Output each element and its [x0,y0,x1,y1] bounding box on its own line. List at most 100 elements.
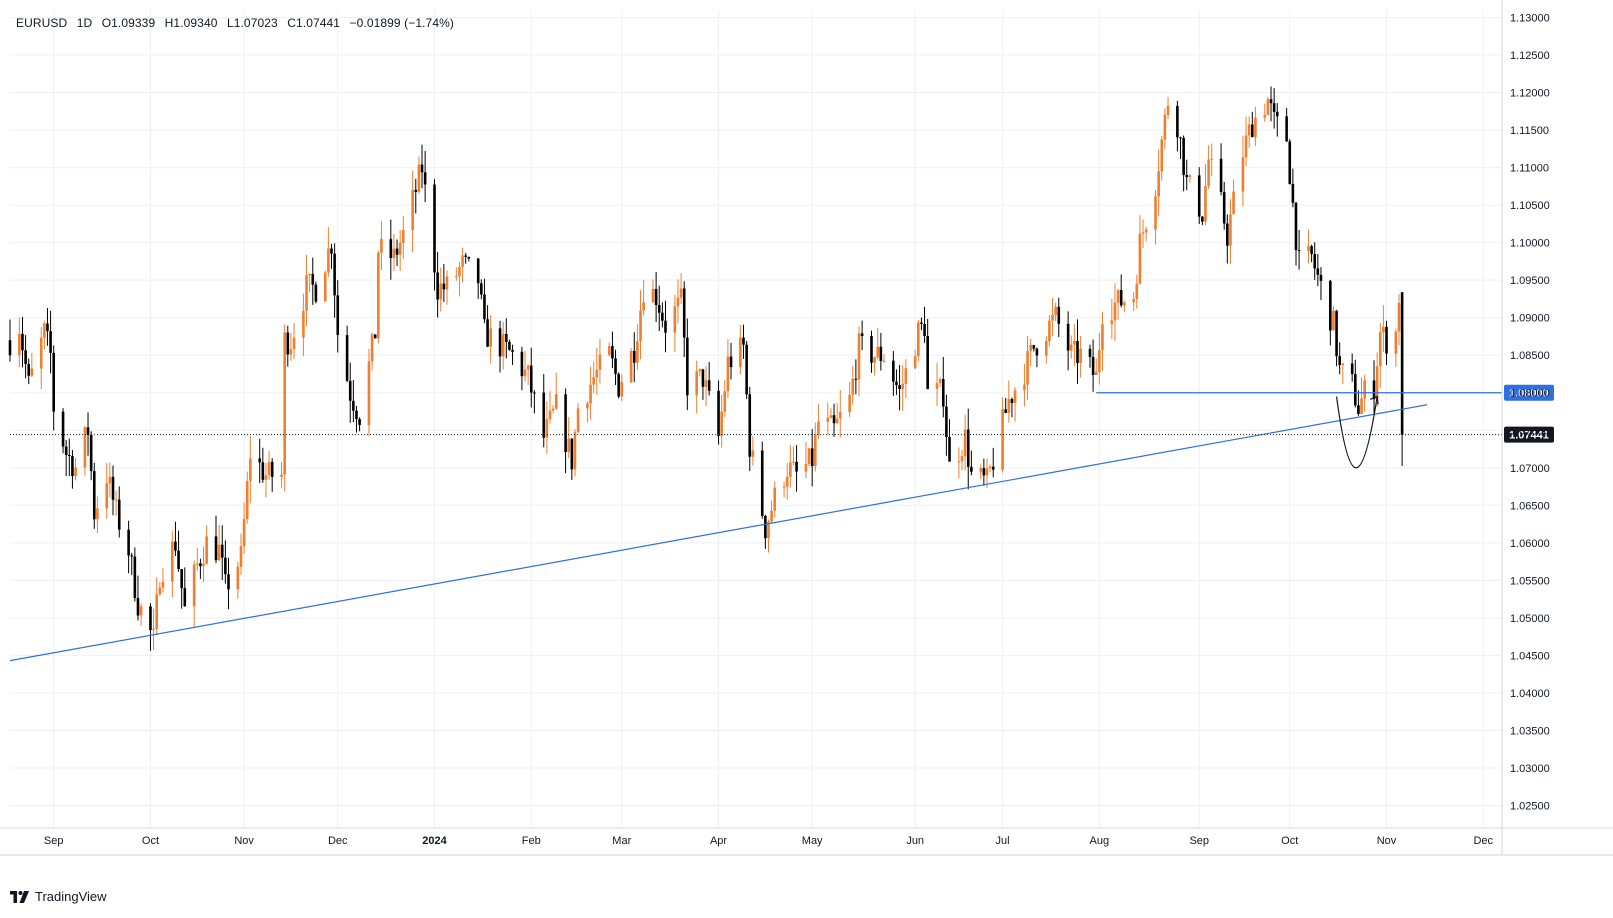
candle-body [217,544,221,561]
candle-body [1204,186,1207,222]
drawing-layer: 1.08000 1.07441 [9,384,1554,662]
candle-body [1066,323,1070,351]
candle-body [632,351,636,363]
candle-body [873,357,876,363]
candle-body [155,594,159,629]
candle-body [739,337,742,368]
candle-body [24,350,27,364]
candle-body [1091,356,1095,375]
candle-body [760,450,764,516]
candle-body [1079,348,1082,364]
candle-body [598,354,602,370]
candle-body [898,385,901,390]
candle-body [127,529,130,556]
candle-body [1360,398,1363,415]
candle-body [377,252,380,339]
candle-body [879,346,883,362]
y-tick-label: 1.10000 [1510,238,1550,250]
candle-body [804,463,808,472]
candle-body [1163,114,1167,140]
candle-body [483,294,486,320]
candle-body [1188,175,1192,178]
interval-label[interactable]: 1D [76,16,93,30]
candle-body [1307,246,1310,252]
candle-body [133,556,137,599]
candle-body [1157,171,1160,197]
candle-body [46,323,49,332]
candle-body [1285,116,1288,142]
candle-body [367,361,371,426]
candle-body [1176,105,1179,138]
y-tick-label: 1.06000 [1510,538,1550,550]
candle-body [445,276,449,290]
candle-body [205,536,208,564]
candle-body [1182,137,1185,176]
candle-body [654,289,658,305]
candle-body [1201,216,1204,222]
candle-body [882,360,886,362]
candle-body [139,606,143,616]
candle-body [1291,183,1295,203]
candle-body [1363,380,1366,399]
candle-body [330,248,333,254]
candle-body [1135,283,1139,300]
candle-body [1185,175,1189,178]
candle-body [423,172,427,185]
candle-body [726,356,730,392]
candle-body [504,334,508,342]
candle-body [267,461,271,476]
candle-body [1094,371,1098,375]
candle-body [926,335,929,389]
y-tick-label: 1.03000 [1510,763,1550,775]
candle-body [773,487,777,511]
candle-body [1051,314,1054,321]
candle-body [380,238,383,253]
y-tick-label: 1.10500 [1510,200,1550,212]
candle-body [835,418,839,424]
candle-body [92,471,96,520]
candle-body [489,328,492,347]
candle-body [114,499,118,501]
candle-body [1294,202,1298,250]
candle-body [810,448,814,467]
candle-body [1098,350,1101,372]
candle-body [966,429,970,467]
candle-body [1138,233,1142,284]
candle-body [682,288,686,338]
candle-body [245,481,249,520]
candle-body [283,332,286,475]
candle-body [389,238,393,259]
candle-body [270,461,274,477]
candle-body [49,331,52,353]
candle-body [607,346,611,355]
low-value: L1.07023 [226,16,278,30]
candle-body [970,466,973,472]
candle-body [411,189,414,231]
candle-body [723,391,727,412]
change-value: −0.01899 (−1.74%) [349,16,454,30]
candle-body [1023,384,1026,391]
candle-body [1250,124,1254,138]
symbol-name[interactable]: EURUSD [16,16,68,30]
candle-body [258,458,262,463]
candle-body [108,476,112,484]
candle-body [988,466,992,469]
candle-body [43,323,46,338]
tradingview-brand[interactable]: TradingView [10,889,107,904]
candle-body [695,371,698,396]
candle-body [1113,302,1117,321]
candle-body [1069,344,1073,351]
candle-body [286,332,290,355]
candle-body [1400,292,1404,435]
candle-body [1247,124,1251,136]
x-tick-label: Oct [1281,835,1298,847]
candle-body [498,328,502,357]
candle-body [551,408,555,411]
candle-body [764,515,767,539]
candle-body [355,410,358,420]
candle-body [770,510,773,522]
candle-body [789,462,792,477]
candle-body [1119,290,1123,306]
candle-body [1166,105,1170,115]
